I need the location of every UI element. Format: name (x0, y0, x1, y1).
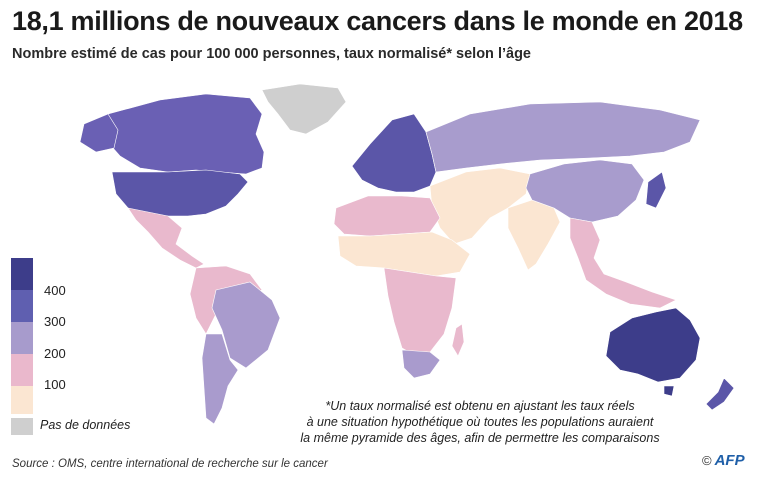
afp-logo: AFP (714, 452, 745, 469)
legend-tick-200: 200 (44, 346, 66, 361)
copyright-symbol: © (702, 453, 712, 468)
footnote-line: à une situation hypothétique où toutes l… (306, 415, 654, 429)
legend-tick-100: 100 (44, 377, 66, 392)
region-sahel (337, 231, 471, 277)
region-alaska (79, 113, 119, 153)
region-new-zealand (705, 377, 735, 411)
legend-swatch-300-400 (11, 290, 33, 322)
region-russia (425, 101, 701, 173)
legend-tick-400: 400 (44, 283, 66, 298)
legend-swatch-no-data (11, 418, 33, 435)
region-middle-east (429, 167, 531, 245)
footnote-line: la même pyramide des âges, afin de perme… (300, 431, 660, 445)
source-note: Source : OMS, centre international de re… (12, 458, 328, 470)
region-greenland (261, 83, 347, 135)
legend-tick-300: 300 (44, 314, 66, 329)
legend-swatch-0-100 (11, 386, 33, 414)
region-southern-cone (201, 333, 239, 425)
region-central-america (127, 207, 205, 269)
map-legend: 400 300 200 100 Pas de données (11, 258, 131, 438)
afp-credit: © AFP (702, 452, 745, 469)
map-title: 18,1 millions de nouveaux cancers dans l… (12, 6, 743, 36)
region-canada (103, 93, 265, 175)
region-india (507, 199, 561, 271)
legend-swatch-100-200 (11, 354, 33, 386)
region-south-east-asia (569, 217, 677, 309)
legend-no-data-label: Pas de données (40, 418, 131, 432)
region-australia (605, 307, 701, 383)
footnote-line: *Un taux normalisé est obtenu en ajustan… (325, 399, 635, 413)
region-north-africa (333, 195, 441, 237)
region-china (525, 159, 645, 223)
map-subtitle: Nombre estimé de cas pour 100 000 person… (12, 46, 531, 62)
region-japan-korea (645, 171, 667, 209)
region-tasmania (663, 385, 675, 397)
legend-swatch-200-300 (11, 322, 33, 354)
world-map (79, 83, 735, 425)
region-south-africa (401, 349, 441, 379)
region-central-africa (383, 267, 457, 357)
legend-swatch-400-plus (11, 258, 33, 290)
region-europe (351, 113, 437, 193)
footnote: *Un taux normalisé est obtenu en ajustan… (270, 398, 690, 446)
region-brazil (211, 281, 281, 369)
region-madagascar (451, 323, 465, 357)
